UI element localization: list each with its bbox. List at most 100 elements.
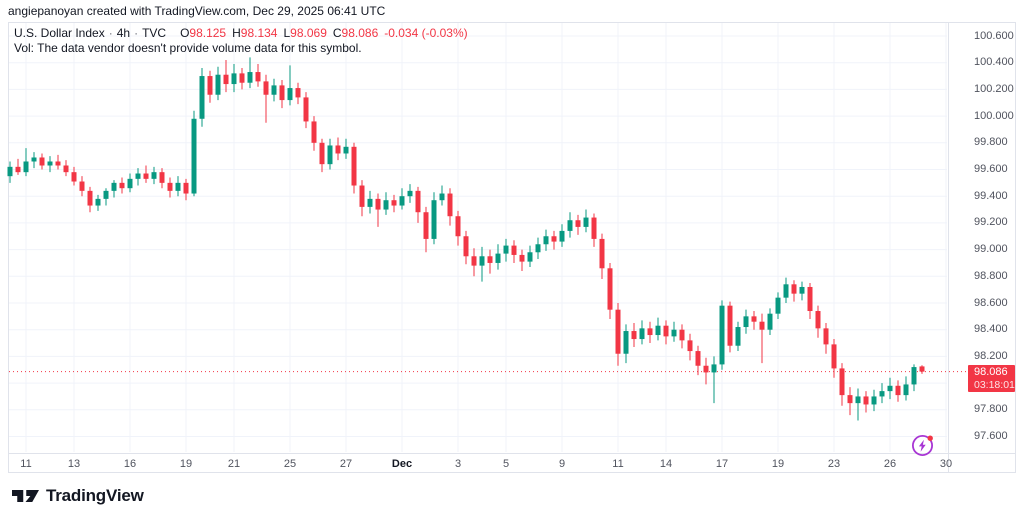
alert-lightning-button[interactable] — [910, 432, 936, 458]
candle — [903, 376, 909, 401]
candle — [919, 365, 925, 374]
candle — [199, 68, 205, 127]
candle — [663, 320, 669, 345]
exchange-label: TVC — [142, 26, 167, 40]
price-axis-tick-label: 98.600 — [974, 296, 1008, 309]
candle — [559, 224, 565, 247]
candle — [719, 300, 725, 370]
candle — [71, 166, 77, 186]
candle — [519, 249, 525, 271]
candle — [551, 230, 557, 250]
candle — [599, 233, 605, 279]
candle — [871, 389, 877, 412]
candle — [743, 309, 749, 334]
price-axis-tick-label: 97.800 — [974, 403, 1008, 416]
low-label: L — [283, 26, 291, 40]
candle — [423, 206, 429, 253]
candle — [127, 173, 133, 193]
time-axis-tick-label: 14 — [659, 458, 673, 470]
candle — [815, 305, 821, 338]
time-axis-tick-label: 5 — [502, 458, 510, 470]
lightning-icon — [911, 434, 934, 457]
candle — [143, 165, 149, 183]
change-value: -0.034 (-0.03%) — [384, 26, 468, 40]
symbol-title[interactable]: U.S. Dollar Index — [14, 26, 105, 40]
candle — [415, 186, 421, 223]
open-value: 98.125 — [189, 26, 227, 40]
candle — [455, 210, 461, 246]
candle — [119, 177, 125, 194]
candle — [255, 64, 261, 87]
candle — [231, 64, 237, 93]
candle — [167, 177, 173, 198]
candle — [895, 380, 901, 402]
candle — [135, 168, 141, 186]
candle — [687, 333, 693, 361]
close-label: C — [332, 26, 342, 40]
candle — [839, 363, 845, 406]
candle — [439, 185, 445, 206]
candle — [479, 246, 485, 282]
price-axis-tick-label: 100.000 — [974, 109, 1014, 122]
candle — [735, 321, 741, 352]
legend-separator: · — [108, 26, 113, 40]
price-axis-tick-label: 99.400 — [974, 189, 1008, 202]
candle — [639, 320, 645, 345]
high-label: H — [232, 26, 241, 40]
candle — [879, 383, 885, 404]
candle — [583, 209, 589, 233]
candle — [15, 158, 21, 175]
interval-label[interactable]: 4h — [116, 26, 131, 40]
candle — [311, 116, 317, 151]
candle — [751, 311, 757, 330]
price-axis-tick-label: 99.800 — [974, 136, 1008, 149]
tradingview-logo[interactable]: TradingView — [12, 486, 144, 506]
candle — [319, 138, 325, 173]
candle — [63, 160, 69, 177]
candle — [391, 194, 397, 213]
candle — [383, 192, 389, 215]
candle — [527, 245, 533, 267]
candle — [367, 190, 373, 214]
time-axis-tick-label: Dec — [391, 458, 413, 470]
price-axis-tick-label: 98.800 — [974, 269, 1008, 282]
time-axis-tick-label: 11 — [612, 458, 624, 470]
high-value: 98.134 — [240, 26, 278, 40]
candle — [911, 364, 917, 392]
time-axis-tick-label: 27 — [339, 458, 353, 470]
candle — [375, 193, 381, 227]
price-axis-tick-label: 97.600 — [974, 430, 1008, 442]
candle — [7, 161, 13, 183]
candle — [831, 339, 837, 378]
price-axis-tick-label: 98.400 — [974, 323, 1008, 336]
chart-widget-frame — [8, 22, 1016, 473]
candle — [111, 180, 117, 198]
price-axis-tick-label: 99.600 — [974, 163, 1008, 175]
price-axis-tick-label: 98.200 — [974, 349, 1008, 362]
candles-layer — [7, 57, 925, 421]
candle — [175, 176, 181, 197]
candle — [615, 303, 621, 366]
time-axis-tick-label: 13 — [67, 458, 81, 470]
candle — [263, 74, 269, 123]
candle — [863, 391, 869, 413]
candle — [303, 92, 309, 129]
tradingview-logo-text: TradingView — [46, 486, 144, 505]
candle — [207, 70, 213, 103]
candle — [151, 166, 157, 185]
time-axis-tick-label: 26 — [883, 458, 897, 470]
ohlc-values: O98.125 H98.134 L98.069 C98.086 -0.034 (-0.0… — [174, 26, 468, 40]
low-value: 98.069 — [290, 26, 327, 40]
candle — [695, 345, 701, 376]
candle — [327, 138, 333, 170]
candle — [159, 168, 165, 189]
candle — [47, 156, 53, 173]
candle — [23, 148, 29, 177]
time-axis-tick-label: 25 — [283, 458, 297, 470]
time-axis-tick-label: 19 — [179, 458, 193, 470]
candle — [295, 82, 301, 105]
price-axis-tick-label: 100.200 — [974, 82, 1014, 95]
candle — [495, 244, 501, 270]
